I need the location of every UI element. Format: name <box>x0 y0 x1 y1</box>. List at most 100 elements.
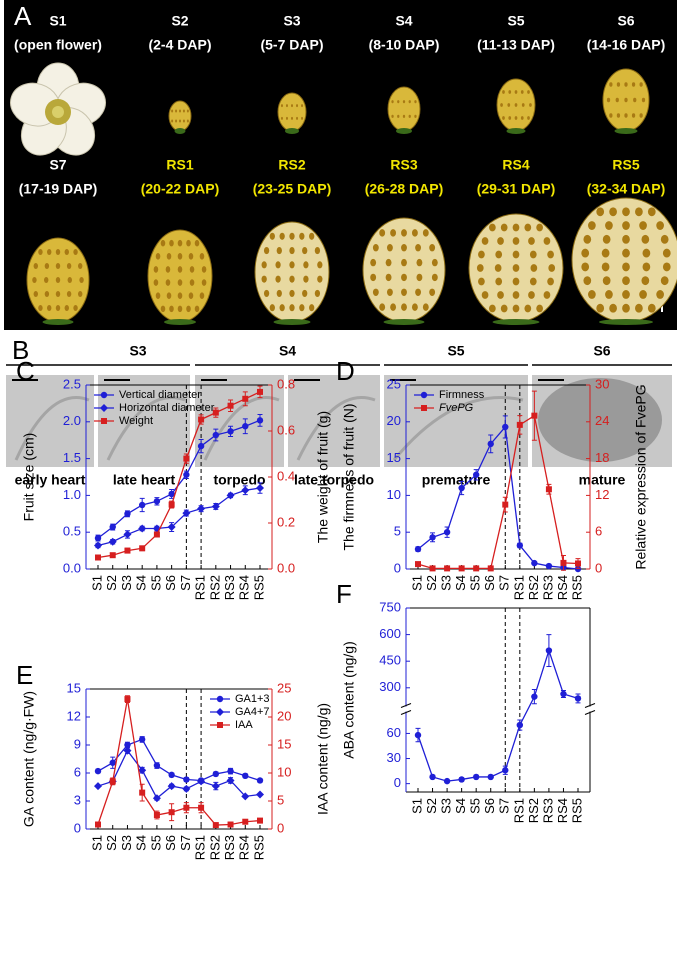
marker <box>545 647 553 654</box>
marker <box>531 693 538 700</box>
achene <box>275 275 281 283</box>
achene <box>622 234 630 244</box>
marker <box>241 486 250 495</box>
marker <box>183 776 190 783</box>
achene <box>279 232 285 240</box>
marker <box>516 721 524 729</box>
achene <box>602 276 611 286</box>
embryo-shape <box>203 396 280 461</box>
marker <box>241 792 250 801</box>
y2-tick-label: 12 <box>595 487 609 502</box>
achene <box>639 113 643 118</box>
y-tick-label: 2.0 <box>63 413 81 428</box>
achene <box>622 276 630 286</box>
achene <box>520 116 524 120</box>
y2-tick-label: 10 <box>277 764 291 779</box>
marker <box>183 804 190 811</box>
achene <box>401 288 407 296</box>
marker <box>575 560 581 567</box>
achene <box>414 100 417 104</box>
achene <box>314 289 321 297</box>
achene <box>32 277 37 283</box>
marker <box>473 565 480 572</box>
achene <box>581 248 590 258</box>
achene <box>641 234 650 244</box>
x-tick-label: RS2 <box>207 835 222 860</box>
achene <box>289 275 295 283</box>
embryo-image <box>384 375 528 467</box>
fruit <box>571 197 677 323</box>
stage-dap: (17-19 DAP) <box>19 181 98 197</box>
achene <box>422 229 429 237</box>
achene <box>512 250 520 259</box>
y-tick-label: 15 <box>67 680 81 695</box>
achene <box>622 248 630 258</box>
achene <box>47 249 52 255</box>
y-tick-label: 450 <box>379 653 401 668</box>
achene <box>301 104 304 108</box>
achene <box>280 104 283 108</box>
marker <box>502 767 509 774</box>
stage-label: RS1 <box>166 157 193 173</box>
achene <box>64 249 69 255</box>
marker <box>574 695 582 702</box>
achene <box>55 291 61 297</box>
legend-label: GA4+7 <box>235 706 270 718</box>
x-tick-label: S5 <box>148 835 163 851</box>
achene <box>194 239 200 247</box>
marker <box>95 554 101 561</box>
y-tick-label: 1.0 <box>63 487 81 502</box>
achene <box>402 114 406 118</box>
fruit-image <box>496 78 536 134</box>
achene <box>401 258 407 267</box>
achene <box>622 290 630 299</box>
achene <box>263 289 270 297</box>
achene <box>55 263 61 269</box>
achene <box>296 104 299 108</box>
embryo-label: premature <box>422 472 491 488</box>
x-tick-label: RS4 <box>237 575 252 600</box>
legend-label: Vertical diameter <box>119 389 201 401</box>
achene <box>543 237 551 245</box>
marker <box>197 442 205 450</box>
achene <box>520 90 524 94</box>
achene <box>269 304 275 312</box>
achene <box>615 97 619 103</box>
marker <box>109 552 116 559</box>
achene <box>500 223 508 232</box>
marker <box>153 762 161 769</box>
y-tick-label: 0 <box>394 775 401 790</box>
x-tick-label: S3 <box>119 575 134 591</box>
achene <box>415 288 422 296</box>
achene <box>609 303 617 313</box>
y2-tick-label: 6 <box>595 524 602 539</box>
y-axis-title: ABA content (ng/g) <box>341 641 357 759</box>
stage-label: S4 <box>279 343 296 359</box>
marker <box>182 509 191 518</box>
marker <box>487 440 494 448</box>
achene <box>55 305 61 311</box>
achene <box>33 263 39 269</box>
panel-letter: A <box>14 1 32 31</box>
achene <box>622 262 630 272</box>
achene <box>411 303 418 311</box>
x-tick-label: S5 <box>468 798 483 814</box>
achene <box>186 239 191 247</box>
marker <box>153 498 161 505</box>
y-tick-label: 0.0 <box>63 560 81 575</box>
achene <box>512 277 520 286</box>
y-tick-label: 30 <box>387 750 401 765</box>
y-tick-label: 600 <box>379 626 401 641</box>
achene <box>79 277 84 283</box>
stage-dap: (14-16 DAP) <box>587 37 666 53</box>
achene <box>77 291 83 297</box>
x-tick-label: S1 <box>409 798 424 814</box>
achene <box>647 207 656 217</box>
achene <box>429 244 436 252</box>
fruit-image <box>147 229 213 325</box>
achene <box>171 109 174 113</box>
achene <box>303 261 309 269</box>
marker <box>227 428 234 435</box>
legend-marker <box>100 391 108 399</box>
y-tick-label: 60 <box>387 725 401 740</box>
